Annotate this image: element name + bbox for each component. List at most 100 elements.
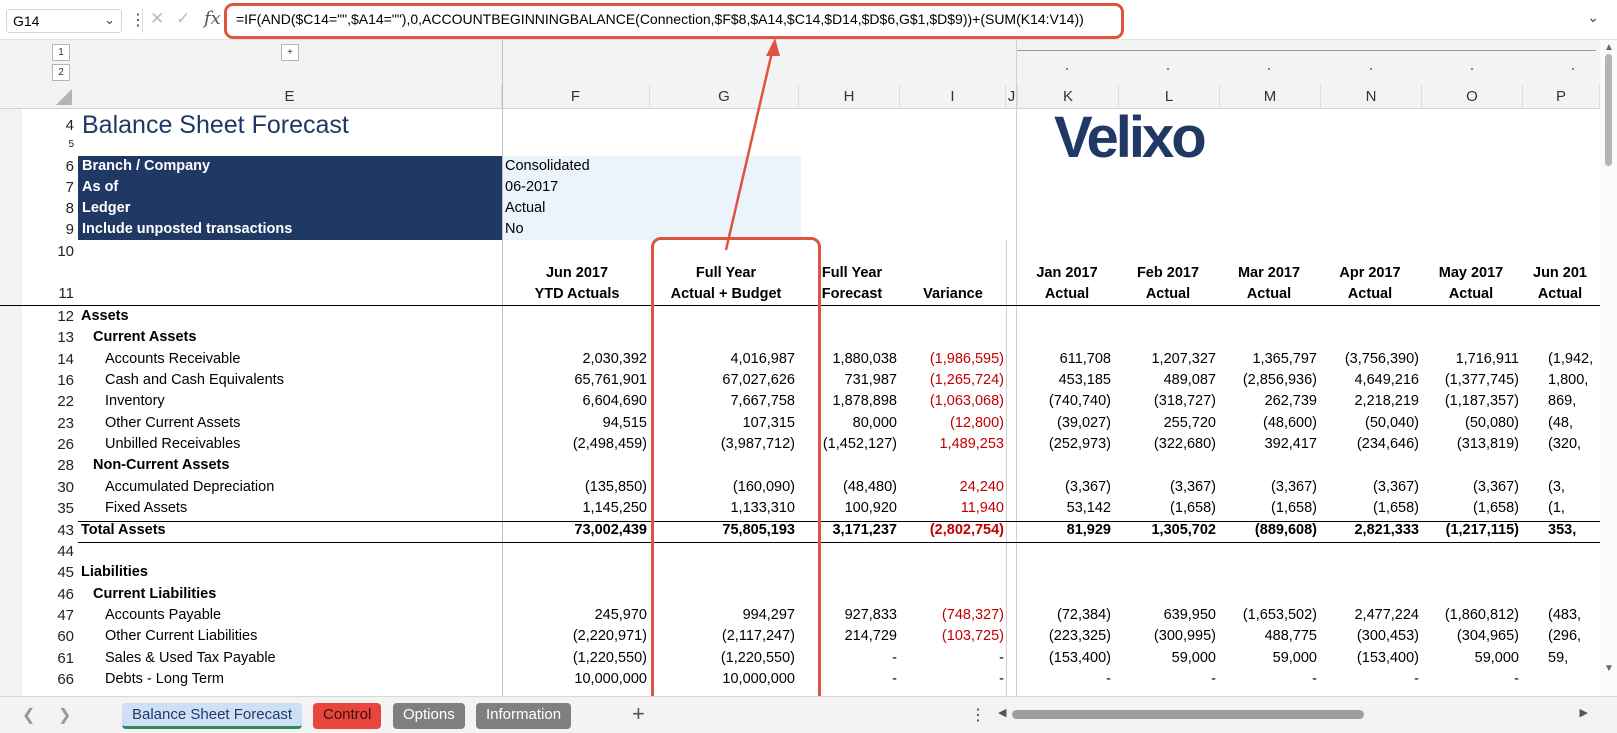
value-cell[interactable]: (1,265,724) [929,372,1004,389]
value-cell[interactable]: (1,942, [1548,350,1594,367]
row-number[interactable]: 10 [57,243,74,260]
value-cell[interactable]: 1,305,702 [1151,521,1216,538]
row-number[interactable]: 44 [57,542,74,560]
row-label[interactable]: Cash and Cash Equivalents [105,372,284,389]
column-header-g[interactable]: G [650,85,799,109]
value-cell[interactable]: (3, [1548,478,1565,495]
value-cell[interactable]: (748,327) [941,606,1004,623]
value-cell[interactable]: - [1514,670,1519,687]
scroll-right-icon[interactable]: ▶ [1579,707,1588,719]
value-cell[interactable]: 75,805,193 [722,521,795,538]
value-cell[interactable]: 489,087 [1163,372,1216,389]
value-cell[interactable]: (160,090) [732,478,795,495]
column-header-i[interactable]: I [900,85,1006,109]
row-number[interactable]: 45 [57,564,74,582]
value-cell[interactable]: - [1211,670,1216,687]
check-icon[interactable]: ✓ [176,9,191,28]
tab-prev-icon[interactable]: ❮ [22,707,36,724]
outline-expand-button[interactable]: + [281,44,299,61]
value-cell[interactable]: 24,240 [959,478,1004,495]
column-header-m[interactable]: M [1220,85,1321,109]
tab-balance-sheet-forecast[interactable]: Balance Sheet Forecast [122,703,303,729]
row-number[interactable]: 6 [65,158,74,175]
value-cell[interactable]: 59,000 [1474,649,1519,666]
value-cell[interactable]: 7,667,758 [730,393,795,410]
value-cell[interactable]: (1,063,068) [929,393,1004,410]
row-number[interactable]: 61 [57,649,74,667]
value-cell[interactable]: 6,604,690 [582,393,647,410]
value-cell[interactable]: - [999,670,1004,687]
value-cell[interactable]: (12,800) [949,414,1004,431]
tab-next-icon[interactable]: ❯ [58,707,72,724]
value-cell[interactable]: (1,217,115) [1445,521,1519,538]
select-all-corner[interactable] [56,89,72,105]
row-label[interactable]: Debts - Long Term [105,670,225,687]
row-label[interactable]: Unbilled Receivables [105,436,241,453]
value-cell[interactable]: 3,171,237 [832,521,897,538]
value-cell[interactable]: (300,995) [1153,628,1216,645]
value-cell[interactable]: (1,187,357) [1444,393,1519,410]
value-cell[interactable]: (103,725) [941,628,1004,645]
value-cell[interactable]: 107,315 [742,414,795,431]
row-number[interactable]: 22 [57,393,74,411]
row-number[interactable]: 28 [57,457,74,475]
name-box[interactable]: G14 ⌄ [6,9,122,33]
column-header-h[interactable]: H [799,85,900,109]
value-cell[interactable]: 453,185 [1058,372,1111,389]
formula-input[interactable]: =IF(AND($C14="",$A14=""),0,ACCOUNTBEGINN… [236,11,1084,27]
value-cell[interactable]: (1,220,550) [720,649,795,666]
value-cell[interactable]: 1,489,253 [939,436,1004,453]
row-label[interactable]: Accumulated Depreciation [105,478,275,495]
chevron-down-icon[interactable]: ⌄ [104,12,115,27]
value-cell[interactable]: 2,030,392 [582,350,647,367]
value-cell[interactable]: (1, [1548,500,1565,517]
value-cell[interactable]: (304,965) [1456,628,1519,645]
outline-level-2-button[interactable]: 2 [52,64,70,81]
row-label[interactable]: Sales & Used Tax Payable [105,649,276,666]
value-cell[interactable]: 4,649,216 [1354,372,1419,389]
value-cell[interactable]: 100,920 [844,500,897,517]
value-cell[interactable]: 245,970 [594,606,647,623]
more-icon[interactable]: ⋮ [970,707,986,724]
value-cell[interactable]: (740,740) [1048,393,1111,410]
value-cell[interactable]: 10,000,000 [574,670,647,687]
value-cell[interactable]: (1,658) [1373,500,1419,517]
value-cell[interactable]: 1,716,911 [1455,350,1519,367]
value-cell[interactable]: - [1414,670,1419,687]
value-cell[interactable]: (2,498,459) [572,436,647,453]
value-cell[interactable]: (1,452,127) [822,436,897,453]
value-cell[interactable]: 214,729 [844,628,897,645]
value-cell[interactable]: - [892,670,897,687]
value-cell[interactable]: 1,145,250 [582,500,647,517]
value-cell[interactable]: (313,819) [1456,436,1519,453]
column-header-l[interactable]: L [1119,85,1220,109]
value-cell[interactable]: 65,761,901 [574,372,647,389]
row-number[interactable]: 5 [68,139,74,149]
row-number[interactable]: 66 [57,670,74,688]
row-label[interactable]: Total Assets [81,521,166,538]
row-label[interactable]: Inventory [105,393,165,410]
row-label[interactable]: Liabilities [81,564,148,581]
row-number[interactable]: 35 [57,500,74,518]
value-cell[interactable]: 53,142 [1066,500,1111,517]
param-value[interactable]: No [505,221,524,237]
row-label[interactable]: Accounts Receivable [105,350,241,367]
value-cell[interactable]: 611,708 [1059,350,1111,367]
column-header-f[interactable]: F [502,85,650,109]
param-label-cell[interactable]: Ledger [78,198,502,219]
value-cell[interactable]: (48, [1548,414,1573,431]
row-number[interactable]: 26 [57,436,74,454]
row-number[interactable]: 60 [57,628,74,646]
value-cell[interactable]: 255,720 [1163,414,1216,431]
column-header-e[interactable]: E [78,85,502,109]
row-label[interactable]: Fixed Assets [105,500,188,517]
value-cell[interactable]: (3,756,390) [1344,350,1419,367]
value-cell[interactable]: (3,367) [1170,478,1216,495]
value-cell[interactable]: (2,117,247) [721,628,795,645]
value-cell[interactable]: (1,220,550) [572,649,647,666]
row-number[interactable]: 11 [58,285,74,302]
value-cell[interactable]: 994,297 [742,606,795,623]
value-cell[interactable]: 262,739 [1264,393,1317,410]
value-cell[interactable]: 11,940 [960,500,1004,517]
value-cell[interactable]: 2,477,224 [1354,606,1419,623]
